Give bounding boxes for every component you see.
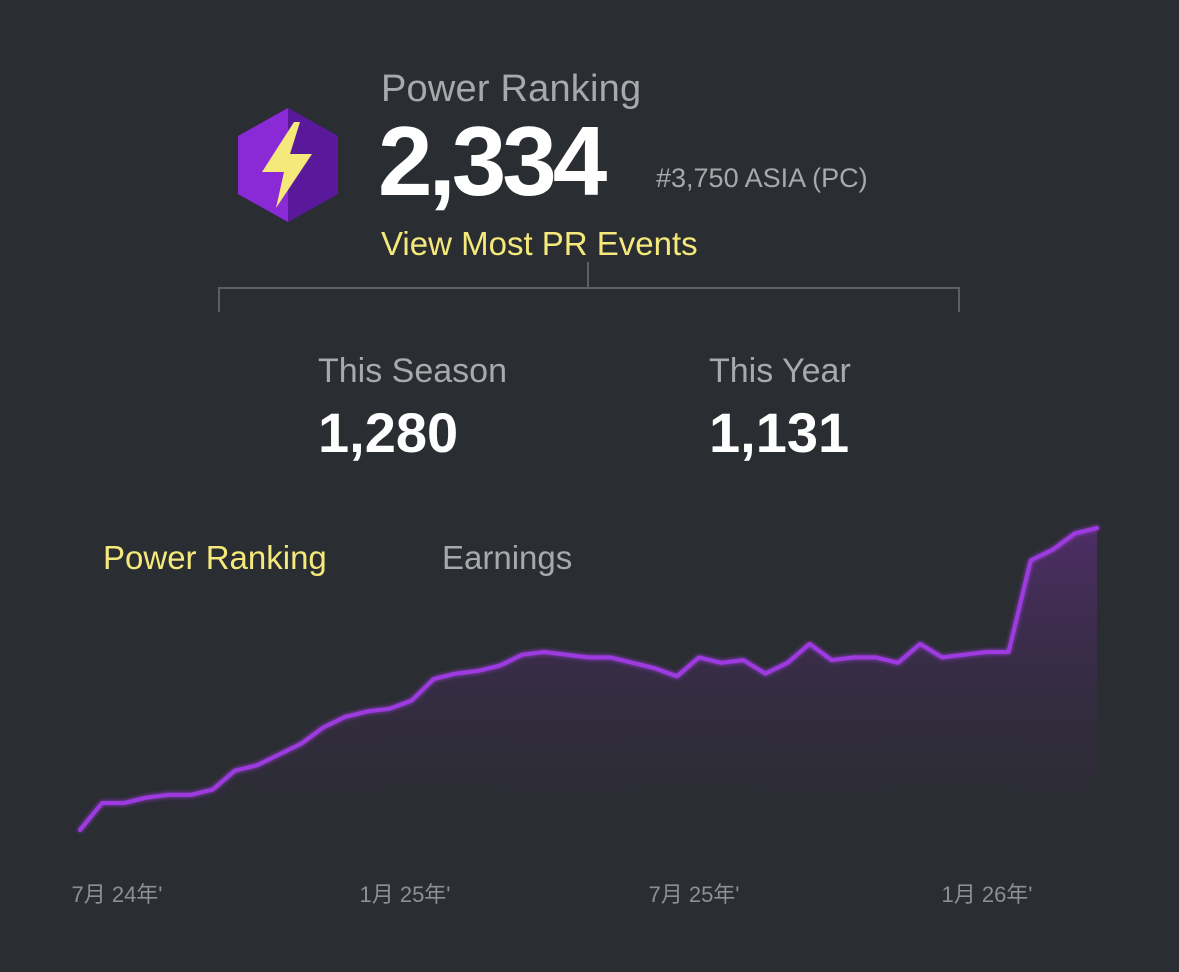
power-ranking-title: Power Ranking (381, 68, 642, 110)
this-season-label: This Season (318, 352, 507, 390)
regional-rank: #3,750 ASIA (PC) (656, 163, 868, 193)
this-year-label: This Year (709, 352, 851, 390)
x-tick-label: 1月 26年' (941, 882, 1032, 907)
this-season-value: 1,280 (318, 401, 459, 464)
view-most-pr-events-link[interactable]: View Most PR Events (381, 225, 698, 262)
tab-earnings[interactable]: Earnings (442, 539, 573, 576)
tab-power-ranking[interactable]: Power Ranking (103, 539, 327, 576)
x-tick-label: 7月 25年' (648, 882, 739, 907)
x-tick-label: 7月 24年' (71, 882, 162, 907)
this-year-value: 1,131 (709, 401, 850, 464)
x-tick-label: 1月 25年' (359, 882, 450, 907)
lightning-hexagon-icon (238, 108, 338, 222)
power-ranking-score: 2,334 (378, 106, 607, 216)
